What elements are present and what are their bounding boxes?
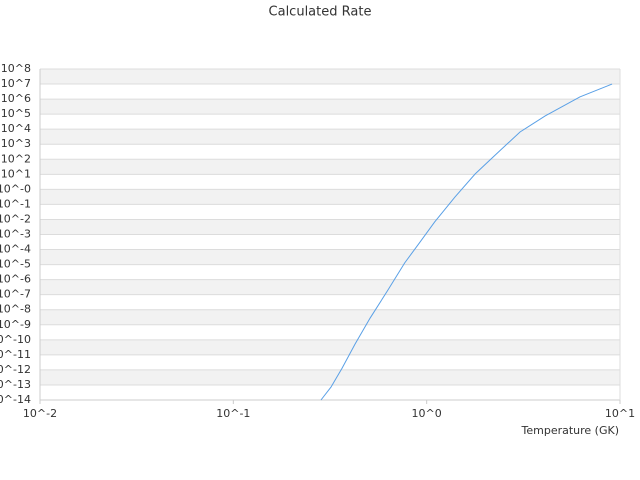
y-tick-label: 10^-5 [0,258,31,271]
y-tick-label: 10^-11 [0,348,31,361]
y-tick-label: 10^-0 [0,182,31,195]
y-tick-label: 10^-4 [0,243,31,256]
y-tick-label: 10^-7 [0,288,31,301]
y-tick-label: 10^-10 [0,333,31,346]
y-tick-label: 10^-8 [0,303,31,316]
grid-band [40,279,620,295]
y-tick-label: 10^-9 [0,318,31,331]
y-tick-label: 10^-3 [0,228,31,241]
grid-band [40,249,620,265]
grid-band [40,339,620,355]
x-axis-label: Temperature (GK) [521,424,620,437]
chart-title: Calculated Rate [269,5,372,20]
x-tick-label: 10^-1 [216,407,250,420]
x-tick-label: 10^-2 [23,407,57,420]
x-tick-label: 10^1 [605,407,635,420]
y-tick-label: 10^1 [1,167,31,180]
y-tick-label: 10^7 [1,77,31,90]
y-tick-label: 10^-2 [0,212,31,225]
grid-band [40,159,620,175]
data-line [320,83,613,401]
y-tick-label: 10^4 [1,122,31,135]
grid-band [40,189,620,205]
y-tick-label: 10^-12 [0,363,31,376]
y-tick-label: 10^2 [1,152,31,165]
grid-band [40,129,620,145]
grid-band [40,219,620,235]
y-tick-label: 10^-6 [0,273,31,286]
grid-band [40,369,620,385]
grid-band [40,99,620,115]
x-tick-label: 10^0 [412,407,442,420]
y-tick-label: 10^-14 [0,393,31,406]
y-tick-label: 10^6 [1,92,31,105]
grid-band [40,309,620,325]
y-tick-label: 10^8 [1,62,31,75]
y-tick-label: 10^-1 [0,197,31,210]
grid-band [40,69,620,85]
y-tick-label: 10^3 [1,137,31,150]
y-tick-label: 10^5 [1,107,31,120]
y-tick-label: 10^-13 [0,378,31,391]
